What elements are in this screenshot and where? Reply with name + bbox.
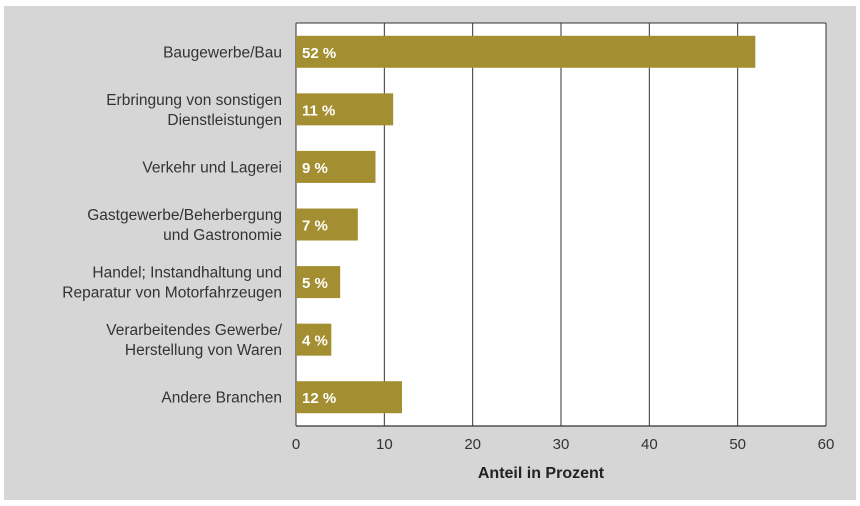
category-label: Gastgewerbe/Beherbergung	[87, 207, 282, 224]
category-label: Erbringung von sonstigen	[106, 92, 282, 109]
bar	[296, 150, 376, 183]
bar-value-label: 4 %	[302, 333, 328, 350]
x-axis-title: Anteil in Prozent	[478, 465, 605, 482]
bar-value-label: 12 %	[302, 390, 336, 407]
bar	[296, 266, 341, 299]
bar	[296, 208, 358, 241]
category-label: und Gastronomie	[163, 227, 282, 244]
bar-chart: 52 % 11 % 9 % 7 % 5 % 4 % 12 % Baugewerbe/Bau E…	[62, 22, 835, 482]
x-tick-label: 60	[818, 436, 835, 453]
x-tick-label: 40	[641, 436, 658, 453]
bar-value-label: 52 %	[302, 45, 336, 62]
category-label: Andere Branchen	[161, 390, 282, 407]
bar-value-label: 9 %	[302, 160, 328, 177]
bar-value-label: 5 %	[302, 275, 328, 292]
category-label: Baugewerbe/Bau	[163, 44, 282, 61]
category-label: Reparatur von Motorfahrzeugen	[62, 285, 282, 302]
bar-value-label: 7 %	[302, 218, 328, 235]
gridlines	[295, 22, 827, 427]
bar	[296, 323, 332, 356]
category-label: Verarbeitendes Gewerbe/	[106, 322, 282, 339]
category-label: Verkehr und Lagerei	[142, 159, 282, 176]
x-tick-label: 0	[292, 436, 300, 453]
category-label: Handel; Instandhaltung und	[92, 265, 282, 282]
bar-value-label: 11 %	[302, 102, 335, 119]
bars: 52 % 11 % 9 % 7 % 5 % 4 % 12 %	[296, 35, 756, 414]
x-tick-label: 30	[553, 436, 570, 453]
category-label: Dienstleistungen	[167, 112, 282, 129]
chart-frame: 52 % 11 % 9 % 7 % 5 % 4 % 12 % Baugewerbe/Bau E…	[4, 6, 856, 500]
bar	[296, 381, 402, 414]
bar	[296, 93, 394, 126]
x-axis-ticks: 0 10 20 30 40 50 60	[292, 436, 835, 453]
category-label: Herstellung von Waren	[125, 342, 282, 359]
category-labels: Baugewerbe/Bau Erbringung von sonstigen Di…	[62, 44, 282, 406]
bar	[296, 35, 756, 68]
x-tick-label: 20	[464, 436, 481, 453]
x-tick-label: 50	[729, 436, 746, 453]
x-tick-label: 10	[376, 436, 393, 453]
